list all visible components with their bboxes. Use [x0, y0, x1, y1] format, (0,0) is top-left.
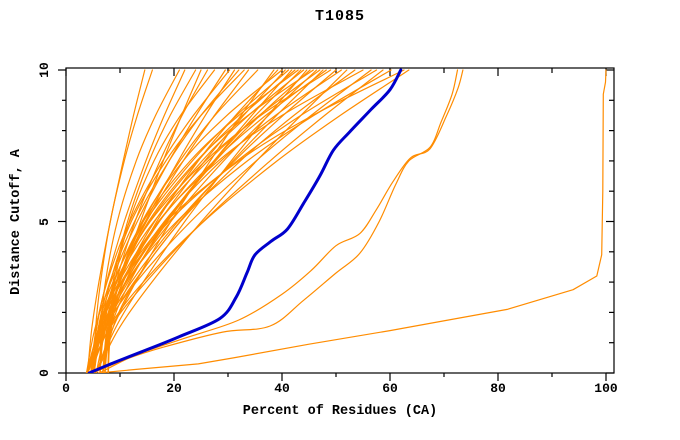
model-curve-30	[92, 69, 321, 373]
x-tick-label: 80	[490, 381, 506, 396]
x-tick-label: 40	[274, 381, 290, 396]
model-curve-43	[99, 69, 405, 373]
model-curve-37	[102, 69, 356, 373]
x-tick-label: 0	[62, 381, 70, 396]
model-curve-38	[107, 69, 364, 373]
y-tick-label: 5	[37, 217, 52, 226]
y-tick-label: 0	[37, 369, 52, 377]
model-curve-46	[98, 69, 464, 373]
model-curve-40	[92, 69, 378, 373]
highlighted-model-curve	[87, 68, 403, 373]
model-curve-45	[92, 69, 459, 373]
x-axis-title: Percent of Residues (CA)	[242, 404, 438, 419]
x-tick-label: 60	[382, 381, 398, 396]
model-curve-33	[99, 69, 332, 373]
x-tick-label: 100	[594, 381, 618, 396]
y-tick-label: 10	[37, 62, 52, 78]
model-curve-10	[92, 69, 231, 373]
model-curve-13	[99, 69, 245, 373]
model-curve-44	[90, 69, 410, 373]
chart-title: T1085	[314, 8, 365, 25]
outlier-model-curve	[97, 69, 607, 373]
model-curve-09	[85, 69, 226, 373]
x-tick-label: 20	[166, 381, 182, 396]
plot-frame	[65, 67, 615, 374]
